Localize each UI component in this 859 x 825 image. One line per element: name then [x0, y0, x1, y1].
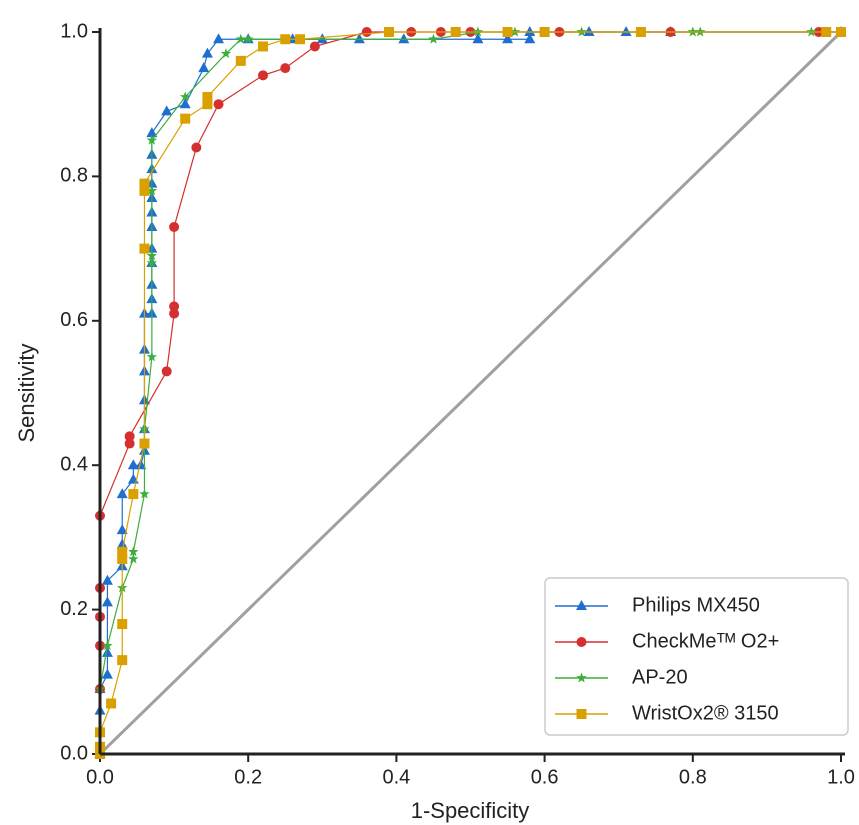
- marker: [169, 308, 180, 319]
- marker: [116, 538, 128, 549]
- marker: [235, 33, 247, 44]
- marker: [383, 27, 394, 37]
- marker: [220, 48, 232, 59]
- marker: [146, 250, 158, 261]
- marker: [146, 351, 158, 362]
- marker: [242, 33, 254, 44]
- marker: [116, 524, 128, 535]
- marker: [213, 99, 224, 110]
- y-tick-label: 0.8: [60, 165, 88, 187]
- marker: [101, 574, 113, 585]
- marker: [139, 178, 150, 189]
- y-tick-label: 0.0: [60, 742, 88, 764]
- marker: [128, 553, 139, 564]
- legend-label: WristOx2® 3150: [632, 702, 779, 724]
- legend-marker: [576, 600, 587, 610]
- marker: [428, 33, 439, 44]
- x-tick-label: 0.6: [531, 766, 559, 788]
- marker: [316, 33, 328, 44]
- marker: [169, 301, 180, 312]
- marker: [202, 99, 213, 110]
- marker: [139, 438, 150, 449]
- marker: [116, 488, 128, 499]
- marker: [836, 27, 846, 37]
- legend-label: Philips MX450: [632, 594, 760, 616]
- marker: [101, 646, 113, 657]
- marker: [128, 489, 139, 500]
- x-tick-label: 0.0: [86, 766, 114, 788]
- marker: [127, 459, 139, 470]
- y-tick-label: 0.2: [60, 598, 88, 620]
- marker: [139, 488, 150, 499]
- marker: [280, 63, 291, 74]
- x-axis-label: 1-Specificity: [411, 798, 530, 823]
- legend-label: AP-20: [632, 666, 688, 688]
- marker: [146, 257, 158, 268]
- marker: [179, 98, 191, 109]
- marker: [117, 546, 128, 557]
- marker: [201, 47, 213, 58]
- y-tick-label: 1.0: [60, 20, 88, 42]
- marker: [635, 27, 646, 37]
- marker: [502, 33, 514, 44]
- marker: [117, 619, 128, 630]
- marker: [117, 554, 128, 565]
- marker: [179, 91, 191, 102]
- x-tick-label: 0.8: [679, 766, 707, 788]
- x-tick-label: 0.4: [382, 766, 410, 788]
- marker: [524, 26, 536, 36]
- marker: [146, 185, 158, 196]
- marker: [117, 655, 128, 666]
- y-tick-label: 0.4: [60, 453, 88, 475]
- marker: [398, 33, 410, 44]
- marker: [191, 142, 202, 153]
- marker: [198, 62, 210, 73]
- legend-marker: [576, 672, 587, 683]
- legend-marker: [576, 709, 587, 719]
- marker: [258, 70, 269, 81]
- marker: [146, 127, 158, 138]
- marker: [502, 27, 513, 37]
- marker: [102, 640, 113, 651]
- marker: [106, 698, 117, 709]
- marker: [124, 431, 135, 442]
- x-tick-label: 1.0: [827, 766, 855, 788]
- marker: [180, 113, 191, 124]
- y-tick-label: 0.6: [60, 309, 88, 331]
- marker: [353, 33, 365, 44]
- marker: [139, 185, 150, 196]
- marker: [213, 33, 225, 44]
- marker: [620, 26, 632, 36]
- y-axis-label: Sensitivity: [14, 343, 39, 442]
- marker: [202, 91, 213, 102]
- marker: [124, 438, 135, 449]
- marker: [101, 596, 113, 607]
- marker: [146, 134, 158, 145]
- marker: [472, 33, 484, 44]
- legend-marker: [576, 637, 587, 647]
- marker: [539, 27, 550, 37]
- legend-box: [544, 577, 849, 736]
- marker: [161, 366, 172, 377]
- marker: [101, 668, 113, 679]
- marker: [280, 34, 291, 45]
- marker: [295, 34, 306, 45]
- reference-line: [98, 30, 843, 756]
- marker: [169, 221, 180, 232]
- marker: [583, 26, 595, 36]
- marker: [524, 33, 536, 44]
- marker: [309, 41, 320, 52]
- marker: [361, 27, 372, 37]
- marker: [128, 546, 139, 557]
- x-tick-label: 0.2: [234, 766, 262, 788]
- marker: [161, 105, 173, 116]
- marker: [139, 243, 150, 254]
- legend-label: CheckMeᵀᴹ O2+: [632, 630, 779, 652]
- marker: [235, 55, 246, 66]
- marker: [821, 27, 832, 37]
- marker: [135, 459, 147, 470]
- marker: [450, 27, 461, 37]
- marker: [258, 41, 269, 52]
